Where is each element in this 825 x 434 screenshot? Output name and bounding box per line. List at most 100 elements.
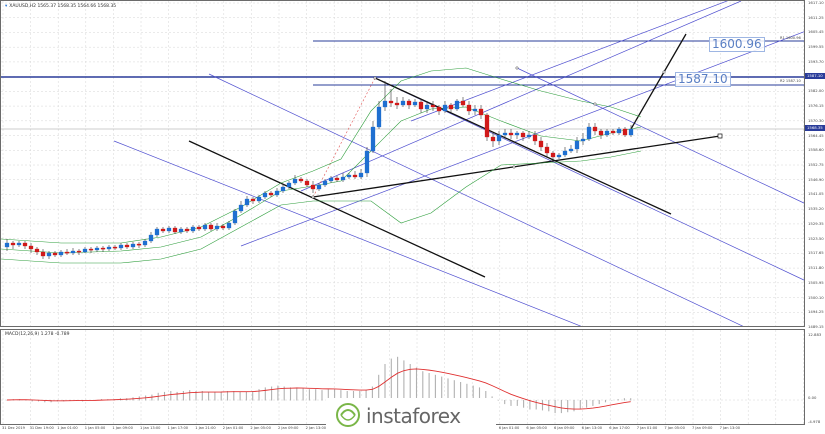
candle-bullish xyxy=(58,251,64,256)
candle-bullish xyxy=(568,148,574,152)
price-axis: 1617.10 1611.25 1605.45 1599.55 1593.70 1587.… xyxy=(805,0,825,329)
watermark-brand: instaforex xyxy=(366,404,461,428)
candle-bearish xyxy=(64,251,70,254)
time-tick-label: 6 Jan 05:00 xyxy=(526,426,547,430)
time-tick-label: 2 Jan 09:00 xyxy=(278,426,299,430)
candle-bullish xyxy=(382,100,388,108)
candle-bullish xyxy=(70,250,76,254)
candle-bearish xyxy=(610,130,616,134)
candle-bearish xyxy=(466,104,472,112)
candle-bullish xyxy=(412,101,418,106)
candle-bullish xyxy=(604,130,610,136)
time-tick-label: 7 Jan 09:00 xyxy=(692,426,713,430)
candle-bullish xyxy=(4,242,10,248)
candle-bearish xyxy=(490,136,496,142)
price-channel-line xyxy=(113,140,582,326)
candle-bullish xyxy=(328,177,334,182)
candle-bearish xyxy=(592,126,598,132)
candle-bearish xyxy=(100,247,106,250)
candle-bearish xyxy=(124,244,130,248)
candle-bullish xyxy=(346,174,352,178)
trend-line-lower-parallel xyxy=(188,140,486,278)
candle-bullish xyxy=(496,134,502,142)
candle-bullish xyxy=(226,222,232,229)
time-tick-label: 31 Dec 19:00 xyxy=(29,426,54,430)
price-tick-label: 1517.65 xyxy=(808,250,824,256)
candle-bearish xyxy=(508,132,514,136)
price-panel[interactable]: ▾ XAUUSD,H2 1565.37 1568.35 1564.66 1568.… xyxy=(0,0,805,327)
candle-bearish xyxy=(598,130,604,136)
candle-bullish xyxy=(556,154,562,158)
price-tick-label: 1552.75 xyxy=(808,162,824,167)
candle-bullish xyxy=(166,227,172,232)
candle-bullish xyxy=(142,240,148,246)
candle-bearish xyxy=(76,250,82,253)
candle-bullish xyxy=(322,180,328,186)
macd-tick-label: 12.883 xyxy=(808,332,822,337)
candle-bearish xyxy=(160,228,166,232)
candle-bullish xyxy=(580,138,586,142)
price-channel-line xyxy=(516,67,804,204)
macd-signal-line xyxy=(6,368,631,410)
resistance-level-label-upper[interactable]: 1600.96 xyxy=(709,37,765,52)
price-channel-line xyxy=(240,31,804,247)
candle-bullish xyxy=(148,234,154,242)
line-anchor-point xyxy=(515,66,519,70)
candle-bullish xyxy=(16,242,22,246)
candle-bearish xyxy=(352,174,358,178)
price-tick-label: 1523.50 xyxy=(808,235,824,241)
price-tick-label: 1617.10 xyxy=(808,0,824,5)
candle-bearish xyxy=(622,128,628,136)
candle-bearish xyxy=(484,114,490,138)
candle-bullish xyxy=(442,104,448,112)
candle-bullish xyxy=(256,196,262,202)
candle-bearish xyxy=(544,146,550,154)
price-channel-line xyxy=(208,73,744,326)
candle-bullish xyxy=(190,226,196,232)
candle-bullish xyxy=(202,224,208,230)
candle-bullish xyxy=(280,186,286,192)
time-tick-label: 31 Dec 2019 xyxy=(2,426,25,430)
line-anchor-point xyxy=(373,76,377,80)
candle-bearish xyxy=(136,243,142,246)
candle-bullish xyxy=(82,248,88,253)
time-tick-label: 7 Jan 05:00 xyxy=(664,426,685,430)
price-tick-label: 1582.00 xyxy=(808,88,824,94)
price-chart-canvas[interactable] xyxy=(1,1,805,327)
time-tick-label: 6 Jan 09:00 xyxy=(554,426,575,430)
candle-bearish xyxy=(40,251,46,257)
price-tick-label: 1570.30 xyxy=(808,117,824,123)
candle-bullish xyxy=(400,100,406,106)
chart-title: ▾ XAUUSD,H2 1565.37 1568.35 1564.66 1568.… xyxy=(5,4,116,9)
candle-bullish xyxy=(232,210,238,224)
candle-bullish xyxy=(292,178,298,184)
candle-bullish xyxy=(472,108,478,112)
candle-bullish xyxy=(514,132,520,136)
level-price-tag: 1587.10 xyxy=(805,73,825,79)
line-anchor-point xyxy=(311,195,315,199)
candle-bearish xyxy=(250,198,256,202)
candle-bullish xyxy=(214,225,220,230)
instaforex-logo-icon xyxy=(336,403,360,427)
price-tick-label: 1489.15 xyxy=(808,324,824,329)
resistance-level-label-lower[interactable]: 1587.10 xyxy=(675,72,731,87)
price-tick-label: 1505.95 xyxy=(808,279,824,285)
price-tick-label: 1500.10 xyxy=(808,294,824,300)
line-anchor-point xyxy=(662,70,666,74)
macd-chart-canvas[interactable] xyxy=(1,330,805,425)
time-tick-label: 1 Jan 21:00 xyxy=(195,426,216,430)
bollinger-band-line xyxy=(1,67,642,244)
macd-axis: 12.883 0.00 -4.978 xyxy=(805,329,825,425)
time-tick-label: 2 Jan 01:00 xyxy=(222,426,244,430)
candle-bearish xyxy=(88,248,94,251)
time-tick-label: 6 Jan 13:00 xyxy=(581,426,603,430)
candle-bearish xyxy=(10,242,16,246)
candle-bullish xyxy=(262,192,268,198)
upper-level-tag: R1 1600.96 xyxy=(780,36,801,40)
price-channel-line xyxy=(374,77,804,281)
candle-bearish xyxy=(184,228,190,232)
trend-line-projection xyxy=(630,33,687,130)
bollinger-band-line xyxy=(1,150,642,264)
candle-bullish xyxy=(286,182,292,188)
